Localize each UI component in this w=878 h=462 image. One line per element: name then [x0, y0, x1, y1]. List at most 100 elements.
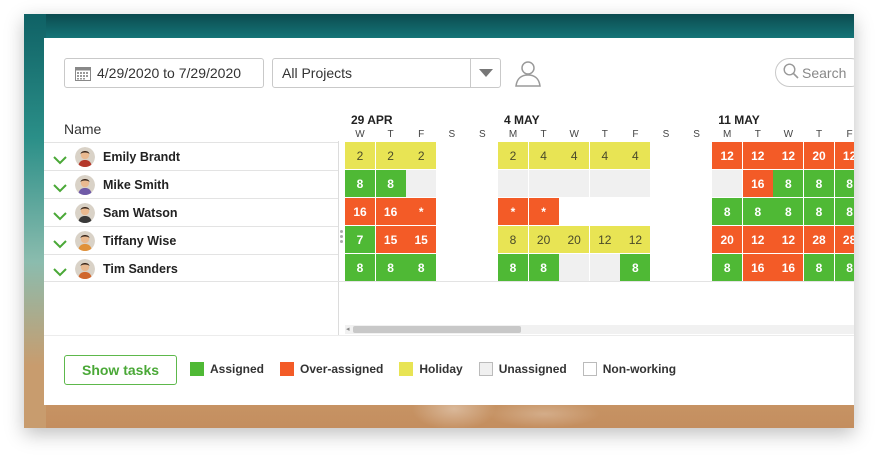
allocation-cell[interactable]: 8 — [742, 198, 773, 225]
person-row[interactable]: Emily Brandt — [44, 142, 338, 170]
project-dropdown-value: All Projects — [282, 65, 353, 81]
search-box[interactable] — [775, 58, 854, 87]
column-resize-handle[interactable] — [340, 230, 343, 244]
allocation-cell[interactable] — [559, 170, 590, 197]
user-filter-icon[interactable] — [513, 58, 543, 88]
allocation-cell[interactable]: 8 — [345, 254, 375, 281]
legend-swatch — [582, 362, 597, 376]
allocation-cell[interactable]: 28 — [804, 226, 834, 253]
allocation-cell[interactable]: 12 — [589, 226, 620, 253]
person-row[interactable]: Tim Sanders — [44, 254, 338, 282]
legend-label: Non-working — [602, 362, 677, 376]
allocation-cell[interactable] — [528, 170, 559, 197]
allocation-cell[interactable]: 12 — [742, 226, 773, 253]
allocation-cell[interactable]: 4 — [620, 142, 651, 169]
allocation-cell[interactable]: 8 — [773, 198, 804, 225]
allocation-cell[interactable]: 8 — [773, 170, 804, 197]
allocation-cell[interactable]: 8 — [345, 170, 375, 197]
allocation-cell[interactable]: 8 — [528, 254, 559, 281]
day-letter: W — [783, 129, 794, 140]
person-row[interactable]: Mike Smith — [44, 170, 338, 198]
allocation-cell[interactable]: 8 — [834, 170, 854, 197]
allocation-cell[interactable]: 2 — [498, 142, 528, 169]
scroll-left-icon[interactable]: ◂ — [346, 326, 350, 333]
allocation-cell[interactable]: 16 — [742, 170, 773, 197]
chevron-down-icon[interactable] — [53, 208, 67, 220]
allocation-cell[interactable]: * — [406, 198, 437, 225]
person-name: Tim Sanders — [103, 261, 178, 276]
allocation-cell[interactable]: 16 — [742, 254, 773, 281]
allocation-cell[interactable] — [620, 170, 651, 197]
allocation-cell[interactable] — [712, 170, 743, 197]
allocation-cell[interactable]: 15 — [406, 226, 437, 253]
legend-swatch — [190, 362, 204, 376]
allocation-cell[interactable]: 8 — [620, 254, 651, 281]
rows-divider — [44, 281, 854, 282]
date-range-picker[interactable]: 4/29/2020 to 7/29/2020 — [64, 58, 264, 88]
allocation-cell[interactable]: 12 — [834, 142, 854, 169]
person-name: Sam Watson — [103, 205, 178, 220]
chevron-down-icon[interactable] — [53, 152, 67, 164]
allocation-cell[interactable]: 16 — [345, 198, 375, 225]
allocation-cell[interactable]: 20 — [804, 142, 834, 169]
chevron-down-icon[interactable] — [53, 236, 67, 248]
chevron-down-icon[interactable] — [53, 264, 67, 276]
allocation-cell[interactable]: 8 — [712, 198, 743, 225]
allocation-cell[interactable] — [559, 254, 590, 281]
allocation-cell[interactable]: 8 — [834, 198, 854, 225]
allocation-cell[interactable]: 12 — [773, 142, 804, 169]
allocation-cell[interactable]: 12 — [773, 226, 804, 253]
allocation-cell[interactable]: 2 — [375, 142, 406, 169]
avatar — [75, 146, 95, 167]
allocation-cell[interactable]: 8 — [375, 254, 406, 281]
allocation-cell[interactable] — [589, 170, 620, 197]
allocation-cell[interactable]: 28 — [834, 226, 854, 253]
allocation-cell[interactable] — [589, 254, 620, 281]
allocation-cell[interactable]: 8 — [804, 170, 834, 197]
allocation-cell[interactable]: 7 — [345, 226, 375, 253]
allocation-cell[interactable]: 2 — [406, 142, 437, 169]
day-letter: T — [601, 129, 608, 140]
allocation-cell[interactable]: 8 — [804, 198, 834, 225]
allocation-cell[interactable]: 16 — [773, 254, 804, 281]
allocation-cell[interactable]: 12 — [742, 142, 773, 169]
week-label: 4 MAY — [504, 113, 540, 127]
person-row[interactable]: Sam Watson — [44, 198, 338, 226]
allocation-cell[interactable]: * — [528, 198, 559, 225]
allocation-cell[interactable]: 8 — [834, 254, 854, 281]
allocation-cell[interactable]: 20 — [528, 226, 559, 253]
allocation-cell[interactable]: 20 — [559, 226, 590, 253]
scrollbar-thumb[interactable] — [353, 326, 521, 333]
allocation-cell[interactable]: 8 — [498, 226, 528, 253]
legend-swatch — [399, 362, 414, 376]
allocation-cell[interactable]: 2 — [345, 142, 375, 169]
allocation-cell[interactable]: 15 — [375, 226, 406, 253]
allocation-cell[interactable]: 12 — [620, 226, 651, 253]
avatar — [75, 258, 95, 279]
allocation-cell[interactable]: 4 — [559, 142, 590, 169]
allocation-cell[interactable]: 8 — [712, 254, 743, 281]
allocation-cell[interactable]: 8 — [804, 254, 834, 281]
allocation-cell[interactable]: 20 — [712, 226, 743, 253]
allocation-cell[interactable]: 16 — [375, 198, 406, 225]
horizontal-scrollbar[interactable]: ◂ — [345, 325, 854, 334]
allocation-cell[interactable]: 8 — [375, 170, 406, 197]
day-letter: M — [508, 129, 518, 140]
allocation-cell[interactable]: * — [498, 198, 528, 225]
project-dropdown[interactable]: All Projects — [272, 58, 501, 88]
allocation-cell[interactable]: 8 — [498, 254, 528, 281]
allocation-cell[interactable]: 8 — [406, 254, 437, 281]
search-input[interactable] — [802, 64, 854, 81]
day-letter: S — [479, 129, 486, 140]
chevron-down-icon[interactable] — [53, 180, 67, 192]
allocation-cell[interactable] — [498, 170, 528, 197]
allocation-cell[interactable]: 4 — [589, 142, 620, 169]
allocation-cell[interactable]: 4 — [528, 142, 559, 169]
allocation-cell[interactable] — [406, 170, 437, 197]
day-letter: S — [448, 129, 456, 140]
show-tasks-button[interactable]: Show tasks — [64, 355, 177, 385]
allocation-cell[interactable]: 12 — [712, 142, 743, 169]
person-row[interactable]: Tiffany Wise — [44, 226, 338, 254]
legend-label: Holiday — [419, 362, 463, 376]
chevron-down-icon[interactable] — [470, 59, 500, 87]
